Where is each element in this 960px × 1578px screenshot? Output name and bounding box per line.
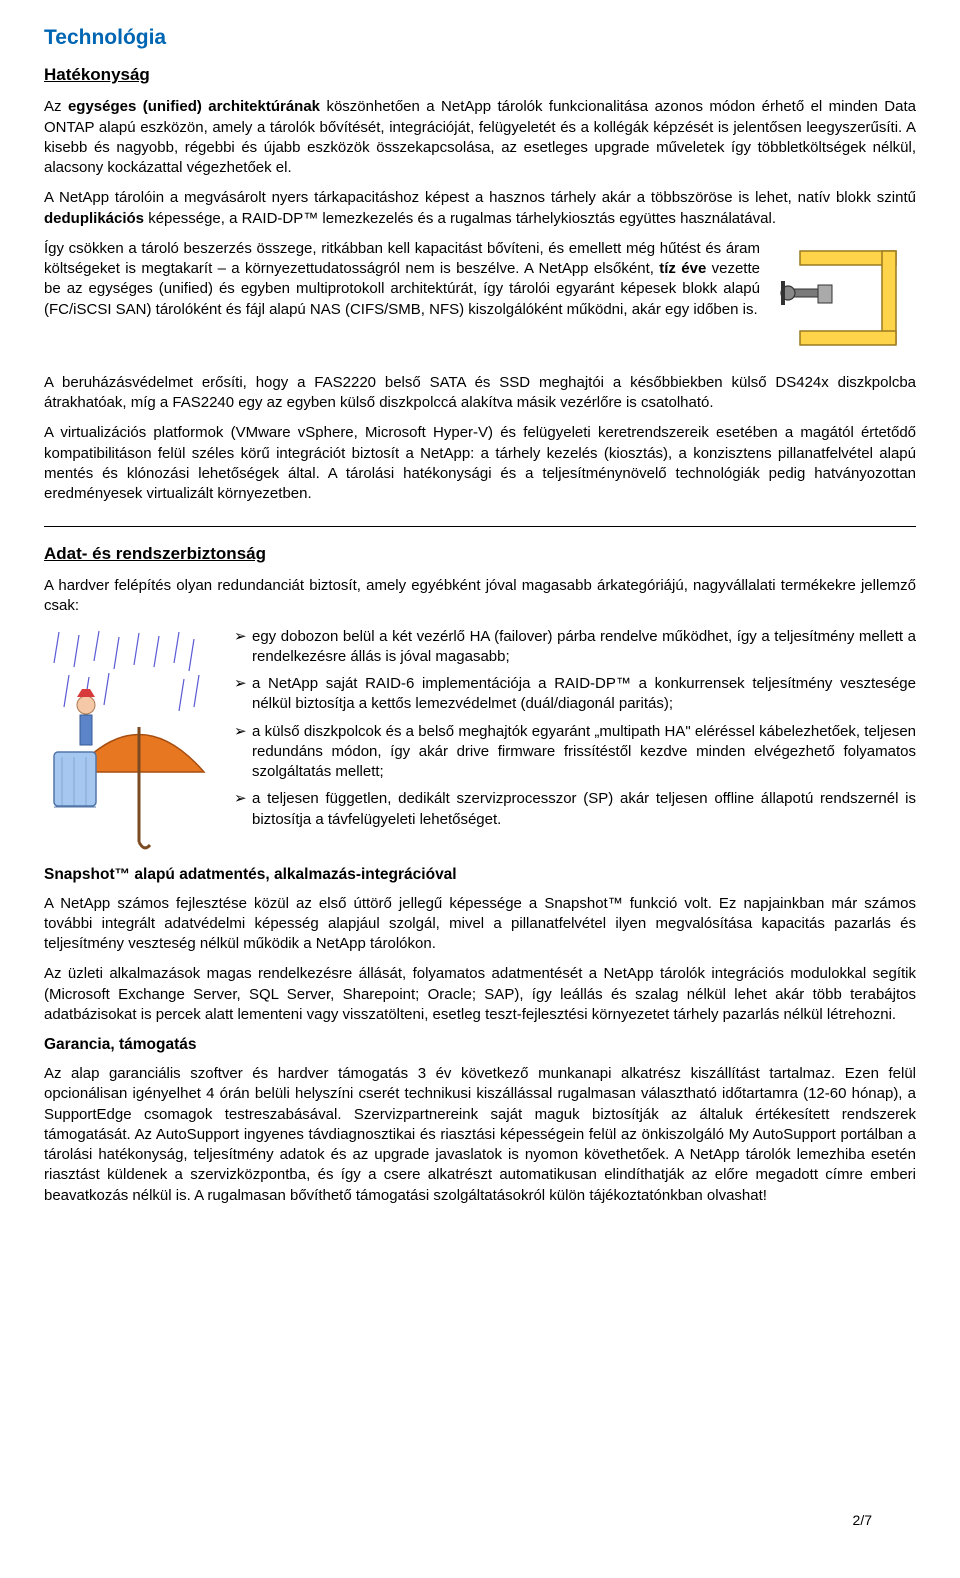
body-paragraph: Az üzleti alkalmazások magas rendelkezés… bbox=[44, 964, 916, 1025]
clamp-icon bbox=[776, 239, 916, 369]
bullet-arrow-icon: ➢ bbox=[232, 674, 252, 715]
list-item: ➢ a NetApp saját RAID-6 implementációja … bbox=[232, 674, 916, 715]
text-bold: deduplikációs bbox=[44, 210, 144, 227]
list-item: ➢ a külső diszkpolcok és a belső meghajt… bbox=[232, 722, 916, 783]
body-paragraph: A NetApp tárolóin a megvásárolt nyers tá… bbox=[44, 188, 916, 229]
body-paragraph: Az alap garanciális szoftver és hardver … bbox=[44, 1064, 916, 1206]
body-paragraph: Az egységes (unified) architektúrának kö… bbox=[44, 97, 916, 178]
bullet-text: a külső diszkpolcok és a belső meghajtók… bbox=[252, 722, 916, 783]
body-paragraph: A hardver felépítés olyan redundanciát b… bbox=[44, 576, 916, 617]
bullet-text: a teljesen független, dedikált szervizpr… bbox=[252, 789, 916, 830]
bullet-arrow-icon: ➢ bbox=[232, 722, 252, 783]
text-fragment: A NetApp tárolóin a megvásárolt nyers tá… bbox=[44, 189, 916, 206]
text-bold: egységes (unified) architektúrának bbox=[68, 98, 320, 115]
text-fragment: Így csökken a tároló beszerzés összege, … bbox=[44, 240, 760, 277]
list-item: ➢ a teljesen független, dedikált szerviz… bbox=[232, 789, 916, 830]
text-bold: tíz éve bbox=[659, 260, 706, 277]
list-item: ➢ egy dobozon belül a két vezérlő HA (fa… bbox=[232, 627, 916, 668]
bullet-text: egy dobozon belül a két vezérlő HA (fail… bbox=[252, 627, 916, 668]
page-title: Technológia bbox=[44, 24, 916, 52]
body-paragraph: A NetApp számos fejlesztése közül az els… bbox=[44, 894, 916, 955]
body-paragraph: A beruházásvédelmet erősíti, hogy a FAS2… bbox=[44, 373, 916, 414]
bullet-text: a NetApp saját RAID-6 implementációja a … bbox=[252, 674, 916, 715]
section-heading-warranty: Garancia, támogatás bbox=[44, 1035, 916, 1056]
section-heading-security: Adat- és rendszerbiztonság bbox=[44, 543, 916, 566]
text-fragment: Az bbox=[44, 98, 68, 115]
section-divider bbox=[44, 526, 916, 527]
bullet-arrow-icon: ➢ bbox=[232, 627, 252, 668]
umbrella-rain-icon bbox=[44, 627, 214, 857]
bullet-arrow-icon: ➢ bbox=[232, 789, 252, 830]
page-number: 2/7 bbox=[853, 1511, 872, 1530]
text-fragment: képessége, a RAID-DP™ lemezkezelés és a … bbox=[144, 210, 776, 227]
section-heading-efficiency: Hatékonyság bbox=[44, 64, 916, 87]
body-paragraph: A virtualizációs platformok (VMware vSph… bbox=[44, 423, 916, 504]
section-heading-snapshot: Snapshot™ alapú adatmentés, alkalmazás-i… bbox=[44, 865, 916, 886]
